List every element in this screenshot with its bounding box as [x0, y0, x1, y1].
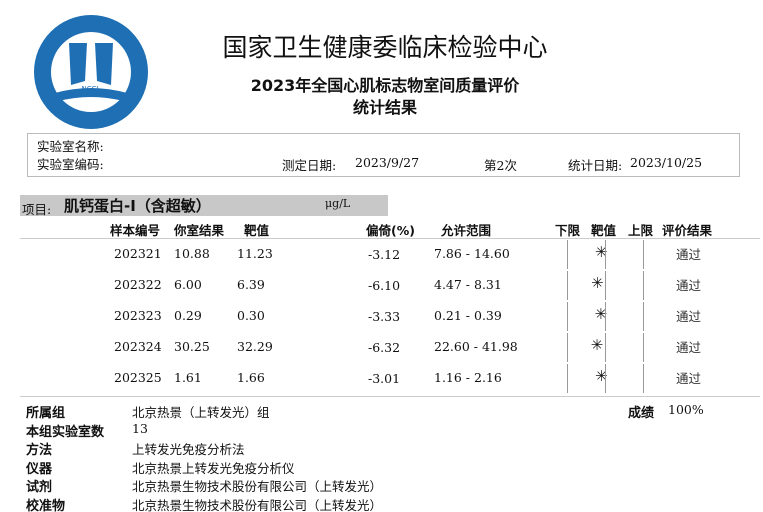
lab-result: 30.25: [174, 339, 210, 354]
allowed-range: 7.86 - 14.60: [434, 246, 510, 261]
upper-limit-line: [643, 271, 644, 300]
bias-percent: -3.33: [368, 309, 401, 324]
summary-value: 北京热景（上转发光）组: [132, 405, 270, 420]
summary-label: 校准物: [26, 498, 66, 512]
target-line: [605, 333, 606, 362]
project-bar: [20, 195, 388, 216]
lower-limit-line: [567, 240, 568, 269]
col-range: 允许范围: [441, 223, 492, 238]
allowed-range: 22.60 - 41.98: [434, 339, 518, 354]
summary-label: 试剂: [26, 480, 53, 495]
summary-value: 北京热景上转发光免疫分析仪: [132, 460, 295, 476]
target-value: 11.23: [237, 246, 273, 261]
allowed-range: 1.16 - 2.16: [434, 370, 502, 385]
target-line: [605, 271, 606, 300]
target-line: [605, 240, 606, 269]
upper-limit-line: [643, 240, 644, 269]
col-eval: 评价结果: [662, 223, 713, 238]
upper-limit-line: [643, 364, 644, 393]
summary-label: 方法: [26, 443, 53, 458]
upper-limit-line: [643, 333, 644, 362]
lower-limit-line: [567, 271, 568, 300]
evaluation-result: 通过: [676, 278, 702, 293]
table-bottom-divider: [20, 396, 760, 397]
round: 第2次: [484, 158, 517, 173]
allowed-range: 4.47 - 8.31: [434, 277, 502, 292]
test-date: 2023/9/27: [355, 155, 420, 170]
evaluation-result: 通过: [676, 340, 702, 355]
bias-percent: -3.12: [368, 247, 401, 262]
header-divider: [20, 238, 760, 239]
lab-code-label: 实验室编码:: [37, 157, 104, 172]
report-title: 2023年全国心肌标志物室间质量评价: [250, 76, 520, 95]
sample-id: 202322: [114, 277, 162, 292]
target-value: 0.30: [237, 308, 265, 323]
evaluation-result: 通过: [676, 247, 702, 262]
project-unit: μg/L: [325, 197, 351, 210]
col-target-mark: 靶值: [591, 223, 617, 238]
summary-value: 北京热景生物技术股份有限公司（上转发光）: [132, 497, 383, 512]
bias-percent: -6.32: [368, 340, 401, 355]
stat-date-label: 统计日期:: [568, 158, 623, 173]
col-upper: 上限: [628, 223, 654, 238]
svg-text:NCCL: NCCL: [82, 85, 101, 93]
allowed-range: 0.21 - 0.39: [434, 308, 502, 323]
lab-result: 10.88: [174, 246, 210, 261]
bias-marker: ✳: [594, 243, 608, 261]
summary-label: 仪器: [26, 461, 53, 477]
bias-percent: -6.10: [368, 278, 401, 293]
sample-id: 202323: [114, 308, 162, 323]
stat-date: 2023/10/25: [630, 155, 703, 170]
lab-result: 1.61: [174, 370, 202, 385]
target-value: 32.29: [237, 339, 273, 354]
bias-marker: ✳: [590, 336, 604, 354]
lab-info-box: [27, 133, 740, 177]
summary-value: 上转发光免疫分析法: [132, 442, 245, 457]
report-subtitle: 统计结果: [352, 98, 417, 117]
bias-marker: ✳: [595, 367, 608, 385]
sample-id: 202321: [114, 246, 162, 261]
score-label: 成绩: [628, 406, 655, 421]
lab-result: 6.00: [174, 277, 202, 292]
score-value: 100%: [668, 402, 704, 417]
lab-result: 0.29: [174, 308, 202, 323]
lower-limit-line: [567, 364, 568, 393]
sample-id: 202325: [114, 370, 162, 385]
project-label: 项目:: [22, 202, 52, 217]
bias-marker: ✳: [594, 305, 608, 323]
target-line: [605, 302, 606, 331]
project-name: 肌钙蛋白-I（含超敏）: [64, 197, 211, 215]
col-lower: 下限: [555, 223, 581, 238]
target-value: 6.39: [237, 277, 265, 292]
lab-name-label: 实验室名称:: [37, 139, 104, 154]
col-sample: 样本编号: [110, 223, 161, 238]
summary-value: 北京热景生物技术股份有限公司（上转发光）: [132, 479, 383, 494]
org-title: 国家卫生健康委临床检验中心: [222, 33, 548, 62]
col-target: 靶值: [244, 223, 270, 238]
lower-limit-line: [567, 333, 568, 362]
target-line: [605, 364, 606, 393]
summary-label: 本组实验室数: [26, 424, 105, 440]
bias-percent: -3.01: [368, 371, 401, 386]
evaluation-result: 通过: [676, 309, 702, 324]
bias-marker: ✳: [591, 274, 604, 292]
nccl-logo: NCCL: [34, 15, 148, 129]
col-bias: 偏倚(%): [366, 223, 415, 238]
evaluation-result: 通过: [676, 371, 702, 386]
upper-limit-line: [643, 302, 644, 331]
test-date-label: 测定日期:: [282, 158, 337, 173]
sample-id: 202324: [114, 339, 162, 354]
summary-label: 所属组: [26, 406, 66, 421]
target-value: 1.66: [237, 370, 265, 385]
col-result: 你室结果: [174, 223, 225, 238]
lower-limit-line: [567, 302, 568, 331]
summary-value: 13: [132, 420, 148, 436]
